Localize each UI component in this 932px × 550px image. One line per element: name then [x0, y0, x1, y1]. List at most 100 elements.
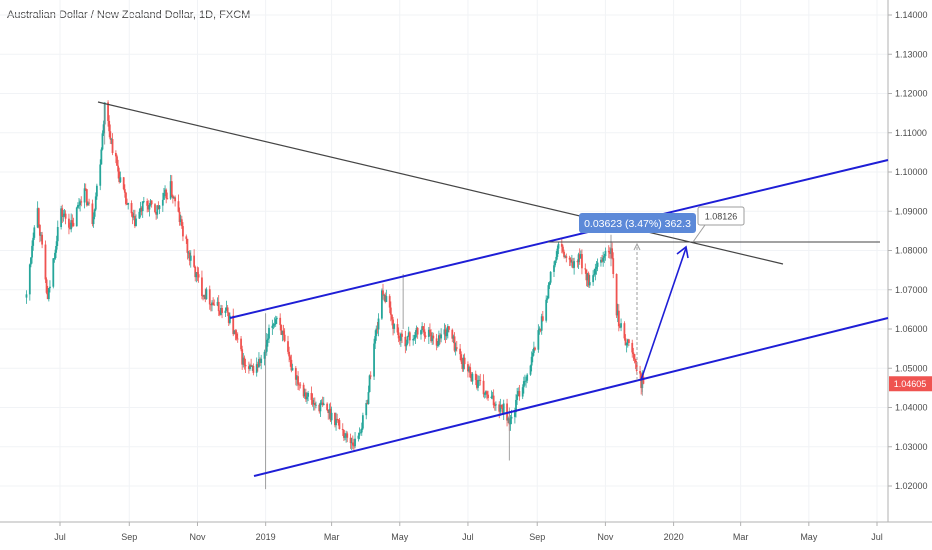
candle-body [359, 432, 362, 434]
channel-upper-line[interactable] [229, 159, 889, 319]
candle-body [283, 334, 286, 342]
candle-body [236, 338, 239, 340]
candle-body [221, 308, 223, 313]
candle-body [423, 329, 426, 336]
candle-body [287, 341, 289, 352]
candle-body [563, 251, 565, 257]
candle-body [312, 402, 315, 405]
candle-body [612, 258, 615, 275]
candle-body [161, 199, 164, 206]
candle-body [288, 351, 291, 357]
measure-arrowhead [633, 242, 641, 251]
candle-body [68, 218, 70, 228]
candle-body [88, 202, 90, 204]
candle-body [388, 296, 391, 308]
candle-body [474, 373, 477, 381]
candle-body [632, 352, 635, 355]
time-tick-label: May [391, 532, 409, 542]
candle-body [601, 259, 603, 262]
candle-body [114, 153, 117, 157]
candle-body [564, 256, 567, 258]
candle-body [399, 333, 402, 341]
candle-body [556, 248, 559, 257]
candle-body [135, 218, 137, 227]
axes [0, 0, 932, 523]
candle-body [201, 277, 203, 296]
candle-body [445, 332, 448, 337]
candle-body [350, 442, 353, 444]
candle-body [529, 365, 532, 375]
candle-body [266, 338, 269, 340]
candle-body [186, 238, 189, 253]
candle-body [85, 189, 88, 206]
candle-body [435, 338, 438, 346]
time-tick-label: Mar [324, 532, 340, 542]
candle-body [251, 365, 254, 367]
candle-body [604, 251, 607, 257]
candle-body [46, 292, 49, 300]
candle-body [354, 438, 356, 447]
candle-body [373, 343, 375, 377]
candle-body [94, 196, 97, 210]
candle-body [302, 384, 305, 397]
candle-body [479, 379, 482, 381]
candle-body [581, 254, 583, 269]
candle-body [530, 356, 533, 366]
price-tick-label: 1.08000 [895, 246, 928, 256]
price-tick-label: 1.06000 [895, 324, 928, 334]
descending-trendline[interactable] [97, 101, 784, 265]
time-tick-label: Nov [597, 532, 614, 542]
price-axis: 1.14000 1.13000 1.12000 1.11000 1.10000 1.090… [888, 10, 928, 491]
candle-body [463, 357, 466, 365]
candle-body [107, 102, 109, 121]
candle-body [310, 392, 313, 400]
grid [0, 0, 888, 522]
candle-body [617, 310, 620, 327]
candle-body [177, 201, 180, 212]
candle-body [462, 357, 465, 370]
drawings[interactable]: 0.03623 (3.47%) 362.3 1.08126 [97, 101, 889, 477]
time-tick-label: 2020 [664, 532, 684, 542]
candle-body [52, 258, 55, 287]
candle-body [182, 226, 184, 237]
candle-body [336, 418, 339, 420]
candle-body [540, 316, 543, 331]
candle-body [265, 339, 268, 352]
candle-body [349, 437, 352, 444]
projection-arrow[interactable] [640, 247, 687, 381]
candle-body [216, 301, 219, 306]
candle-body [459, 348, 462, 355]
candle-body [509, 418, 512, 425]
candle-body [369, 375, 372, 377]
channel-lower-line[interactable] [253, 317, 889, 477]
candle-body [443, 329, 446, 335]
candle-body [635, 362, 638, 371]
candle-body [166, 198, 169, 200]
candle-body [375, 328, 378, 337]
candle-body [404, 336, 407, 347]
candle-body [592, 275, 595, 283]
candle-body [555, 256, 558, 261]
candle-body [416, 327, 419, 335]
candle-body [607, 251, 610, 253]
candle-body [119, 177, 122, 183]
candle-body [258, 359, 260, 367]
candle-body [431, 335, 434, 342]
candle-body [274, 319, 277, 325]
candle-body [427, 329, 430, 337]
last-price-box [889, 376, 932, 392]
time-tick-label: Jul [462, 532, 474, 542]
candle-body [482, 380, 485, 395]
candle-body [448, 326, 450, 330]
candle-body [212, 302, 215, 305]
candle-body [32, 237, 35, 246]
candle-body [560, 243, 563, 247]
candle-body [532, 347, 535, 353]
candle-body [329, 408, 332, 421]
candle-body [412, 338, 415, 341]
candle-body [627, 339, 630, 343]
candle-body [173, 197, 175, 199]
candle-body [385, 296, 388, 302]
